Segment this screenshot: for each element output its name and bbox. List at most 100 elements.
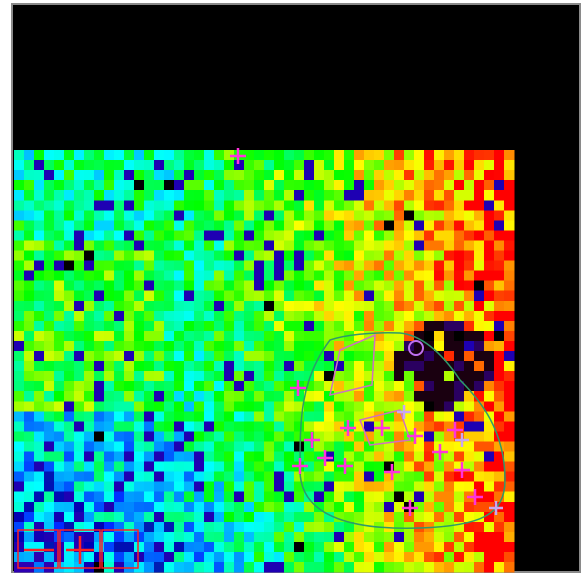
pixel (254, 441, 265, 452)
pixel (144, 562, 155, 573)
pixel (494, 562, 505, 573)
pixel (454, 280, 465, 291)
pixel (324, 351, 335, 362)
pixel (214, 351, 225, 362)
pixel (104, 431, 115, 442)
pixel (444, 521, 455, 533)
pixel (84, 471, 95, 482)
pixel (74, 310, 85, 322)
pixel (134, 170, 145, 181)
pixel (14, 220, 25, 231)
pixel (464, 270, 475, 281)
pixel (354, 200, 365, 211)
pixel (134, 320, 145, 332)
pixel (484, 230, 495, 241)
pixel (344, 391, 355, 402)
pixel (404, 220, 415, 231)
pixel (234, 361, 245, 372)
pixel (464, 461, 475, 472)
pixel (274, 511, 285, 523)
pixel (274, 180, 285, 191)
pixel (54, 431, 65, 442)
pixel (214, 501, 225, 513)
pixel (124, 170, 135, 181)
pixel (144, 270, 155, 281)
pixel (74, 210, 85, 221)
pixel (254, 552, 265, 563)
pixel (64, 401, 75, 412)
pixel (14, 501, 25, 513)
pixel (134, 431, 145, 442)
pixel (424, 451, 435, 462)
pixel (404, 401, 415, 412)
pixel (154, 190, 165, 201)
pixel (54, 190, 65, 201)
pixel (504, 461, 515, 472)
pixel (34, 471, 45, 482)
pixel (194, 340, 205, 352)
pixel (424, 240, 435, 251)
pixel (394, 421, 405, 432)
pixel (464, 320, 475, 332)
pixel (114, 511, 125, 523)
pixel (504, 150, 515, 161)
pixel (224, 220, 235, 231)
pixel (294, 521, 305, 533)
box (59, 529, 101, 569)
pixel (294, 491, 305, 503)
pixel (304, 330, 315, 342)
pixel (144, 230, 155, 241)
pixel (394, 541, 405, 553)
pixel (34, 200, 45, 211)
pixel (74, 150, 85, 161)
pixel (94, 220, 105, 231)
pixel (254, 150, 265, 161)
pixel (474, 300, 485, 312)
pixel (224, 250, 235, 261)
pixel (394, 511, 405, 523)
pixel (124, 200, 135, 211)
pixel (454, 541, 465, 553)
pixel (24, 371, 35, 382)
pixel (164, 230, 175, 241)
pixel (324, 300, 335, 312)
pixel (244, 501, 255, 513)
pixel (244, 200, 255, 211)
pixel (414, 471, 425, 482)
pixel (104, 401, 115, 412)
pixel (34, 391, 45, 402)
pixel (164, 361, 175, 372)
pixel (334, 330, 345, 342)
pixel (84, 481, 95, 492)
pixel (334, 320, 345, 332)
pixel (314, 521, 325, 533)
pixel (234, 320, 245, 332)
pixel (74, 361, 85, 372)
pixel (434, 381, 445, 392)
pixel (324, 541, 335, 553)
pixel (14, 310, 25, 322)
pixel (84, 562, 95, 573)
pixel (424, 230, 435, 241)
pixel (194, 461, 205, 472)
pixel (324, 562, 335, 573)
pixel (354, 240, 365, 251)
pixel (64, 552, 75, 563)
pixel (404, 200, 415, 211)
pixel (274, 230, 285, 241)
pixel (174, 290, 185, 302)
pixel (224, 562, 235, 573)
pixel (394, 250, 405, 261)
pixel (414, 150, 425, 161)
pixel (434, 250, 445, 261)
pixel (264, 451, 275, 462)
pixel (274, 351, 285, 362)
pixel (374, 250, 385, 261)
pixel (204, 330, 215, 342)
pixel (214, 200, 225, 211)
pixel (134, 230, 145, 241)
pixel (114, 150, 125, 161)
pixel (374, 401, 385, 412)
pixel (114, 531, 125, 543)
pixel (444, 431, 455, 442)
